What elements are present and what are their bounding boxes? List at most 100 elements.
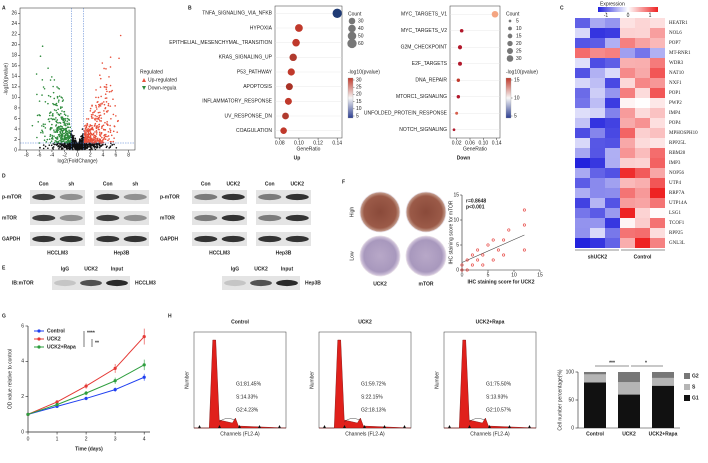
volcano-point [97, 126, 99, 129]
label: MTORC1_SIGNALING [396, 94, 447, 100]
blot [192, 190, 247, 204]
heat-cell [620, 118, 635, 128]
label: HCCLM3 [209, 250, 230, 256]
label: -log10(pvalue) [3, 63, 9, 95]
label: RPP25L [669, 141, 686, 146]
band [285, 235, 309, 243]
volcano-point [69, 140, 71, 142]
volcano-point [96, 146, 99, 149]
volcano-point [86, 135, 89, 138]
volcano-point [60, 144, 63, 147]
volcano-point [62, 127, 65, 130]
volcano-point [95, 126, 98, 129]
volcano-point [83, 141, 86, 143]
heat-cell [605, 88, 620, 98]
volcano-point [102, 128, 105, 131]
volcano-point [105, 133, 107, 136]
volcano-point [102, 144, 104, 146]
label: KRAS_SIGNALING_UP [219, 55, 273, 61]
volcano-point [54, 136, 57, 139]
volcano-point [50, 144, 53, 147]
label: S [692, 384, 696, 390]
volcano-point [68, 143, 70, 145]
ihc-core [405, 235, 447, 277]
point [55, 400, 59, 404]
volcano-point [61, 147, 64, 150]
volcano-point [93, 136, 96, 139]
volcano-point [86, 124, 89, 126]
label: 0.10 [478, 140, 488, 146]
volcano-point [44, 145, 47, 148]
volcano-point [55, 102, 58, 105]
volcano-point [66, 126, 69, 128]
volcano-point [61, 125, 63, 128]
volcano-point [56, 104, 58, 107]
volcano-point [112, 140, 115, 143]
heat-cell [605, 58, 620, 68]
volcano-point [111, 143, 114, 146]
heat-cell [590, 148, 605, 158]
point [84, 396, 88, 401]
marker [403, 425, 406, 428]
legend-dot [507, 48, 513, 54]
label: POP1 [669, 91, 681, 96]
heat-cell [635, 118, 650, 128]
scatter-point [491, 238, 495, 242]
band [59, 214, 83, 222]
ihc-core [359, 191, 401, 233]
volcano-point [65, 136, 68, 139]
label: -6 [37, 152, 42, 158]
bar-segment [584, 374, 606, 383]
volcano-point [42, 123, 45, 125]
dot [456, 95, 461, 99]
volcano-point [58, 88, 61, 90]
label: 0 [456, 267, 459, 273]
label: A [2, 5, 6, 11]
volcano-point [42, 147, 45, 150]
volcano-point [67, 138, 69, 140]
volcano-point [102, 124, 105, 127]
heat-cell [605, 168, 620, 178]
legend-swatch [684, 395, 690, 401]
volcano-point [53, 97, 56, 100]
label: IMP4 [669, 111, 681, 116]
label: Regulated [140, 69, 163, 75]
heat-cell [605, 198, 620, 208]
volcano-point [74, 148, 77, 150]
label: Channels (FL2-A) [345, 431, 385, 437]
label: 10 [453, 217, 459, 223]
label: UV_RESPONSE_DN [224, 113, 272, 119]
label: 0.10 [294, 140, 304, 146]
volcano-point [66, 122, 68, 125]
volcano-point [66, 143, 69, 146]
label: 5 [514, 113, 517, 119]
volcano-point [94, 124, 96, 127]
label: INFLAMMATORY_RESPONSE [202, 99, 272, 105]
dot [295, 24, 303, 32]
heat-cell [620, 218, 635, 228]
label: 0 [627, 13, 630, 19]
heat-cell [575, 58, 590, 68]
legend-dot [507, 33, 513, 39]
label: 24 [11, 21, 17, 27]
volcano-point [90, 127, 93, 130]
volcano-point [53, 118, 56, 121]
heat-cell [590, 238, 605, 248]
label: 8 [127, 152, 130, 158]
label: Con [103, 181, 113, 187]
volcano-point [83, 125, 86, 127]
label: 0.02 [452, 140, 462, 146]
volcano-point [86, 146, 89, 148]
heat-cell [575, 98, 590, 108]
label: p<0.001 [466, 204, 485, 210]
plot-frame [449, 5, 501, 139]
heat-cell [605, 108, 620, 118]
label: S:13.93% [486, 394, 508, 400]
volcano-point [74, 137, 77, 140]
heat-cell [575, 38, 590, 48]
label: LSG1 [669, 211, 681, 216]
heat-cell [635, 128, 650, 138]
volcano-point [110, 134, 113, 137]
label: Number [309, 371, 315, 389]
label: Con [39, 181, 49, 187]
